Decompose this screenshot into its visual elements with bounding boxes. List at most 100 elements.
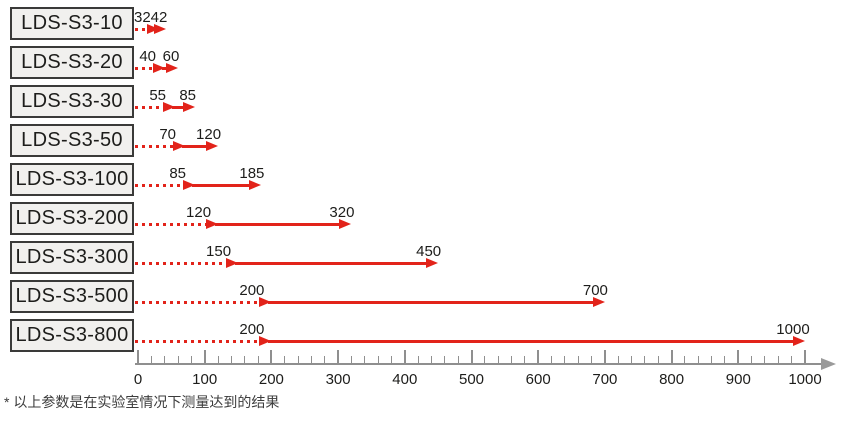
axis-tick-minor	[564, 356, 566, 365]
axis-right-arrowhead-icon	[821, 358, 836, 370]
dotted-leader-segment	[135, 222, 209, 226]
dotted-leader-segment	[135, 183, 185, 187]
dotted-leader-segment	[135, 261, 229, 265]
range-start-arrowhead	[172, 140, 185, 151]
range-end-value: 42	[150, 9, 168, 26]
range-start-value: 32	[133, 9, 151, 26]
range-end-value: 120	[196, 126, 222, 143]
axis-tick-minor	[711, 356, 713, 365]
axis-tick-minor	[657, 356, 659, 365]
range-start-value: 200	[239, 321, 265, 338]
axis-tick-minor	[511, 356, 513, 365]
axis-tick-label: 700	[592, 371, 618, 388]
axis-tick-label: 200	[258, 371, 284, 388]
range-end-value: 60	[162, 48, 180, 65]
axis-tick-minor	[350, 356, 352, 365]
range-end-value: 450	[416, 243, 442, 260]
axis-tick-major	[537, 350, 540, 365]
range-end-arrowhead	[793, 335, 805, 346]
range-start-arrowhead	[259, 296, 272, 307]
range-start-value: 150	[206, 243, 232, 260]
axis-tick-label: 0	[133, 371, 143, 388]
solid-range-segment	[181, 144, 210, 148]
axis-tick-major	[470, 350, 473, 365]
dotted-leader-segment	[135, 66, 155, 70]
range-start-value: 70	[159, 126, 177, 143]
range-start-value: 55	[149, 87, 167, 104]
axis-tick-minor	[617, 356, 619, 365]
axis-tick-major	[804, 350, 806, 365]
axis-tick-minor	[724, 356, 726, 365]
axis-tick-minor	[551, 356, 553, 365]
axis-tick-minor	[230, 356, 232, 365]
axis-tick-label: 400	[392, 371, 418, 388]
axis-tick-minor	[697, 356, 699, 365]
axis-tick-minor	[390, 356, 392, 365]
dotted-leader-segment	[135, 27, 150, 31]
model-label-box: LDS-S3-100	[10, 163, 134, 196]
axis-tick-label: 500	[458, 371, 485, 388]
dotted-leader-segment	[135, 105, 165, 109]
axis-tick-minor	[577, 356, 579, 365]
axis-tick-minor	[591, 356, 593, 365]
model-label-box: LDS-S3-10	[10, 7, 134, 40]
axis-tick-label: 300	[325, 371, 351, 388]
axis-tick-label: 600	[525, 371, 551, 388]
axis-tick-label: 100	[192, 371, 218, 388]
axis-tick-minor	[497, 356, 499, 365]
axis-tick-label: 900	[725, 371, 751, 388]
range-start-arrowhead	[259, 335, 272, 346]
range-end-arrowhead	[154, 23, 166, 34]
axis-tick-minor	[430, 356, 432, 365]
axis-tick-minor	[310, 356, 312, 365]
dotted-leader-segment	[135, 144, 175, 148]
model-label-box: LDS-S3-800	[10, 319, 134, 352]
model-label-box: LDS-S3-300	[10, 241, 134, 274]
axis-tick-minor	[364, 356, 366, 365]
axis-tick-minor	[257, 356, 259, 365]
range-end-arrowhead	[206, 140, 219, 151]
range-end-arrowhead	[166, 62, 179, 73]
axis-tick-minor	[751, 356, 753, 365]
range-start-value: 85	[169, 165, 187, 182]
range-start-arrowhead	[147, 23, 160, 34]
range-start-arrowhead	[206, 218, 219, 229]
axis-tick-label: 800	[659, 371, 685, 388]
range-start-arrowhead	[226, 257, 239, 268]
dotted-leader-segment	[135, 339, 262, 343]
range-start-arrowhead	[182, 179, 195, 190]
range-end-arrowhead	[426, 257, 439, 268]
axis-tick-major	[137, 350, 139, 365]
axis-tick-minor	[631, 356, 633, 365]
dotted-leader-segment	[135, 300, 262, 304]
axis-tick-minor	[457, 356, 459, 365]
axis-tick-minor	[297, 356, 299, 365]
solid-range-segment	[215, 222, 343, 226]
model-label-box: LDS-S3-500	[10, 280, 134, 313]
axis-tick-major	[603, 350, 606, 365]
axis-tick-minor	[164, 356, 166, 365]
axis-tick-minor	[177, 356, 179, 365]
model-label-box: LDS-S3-30	[10, 85, 134, 118]
range-end-arrowhead	[339, 218, 352, 229]
axis-tick-label: 1000	[788, 371, 822, 388]
axis-tick-minor	[150, 356, 152, 365]
solid-range-segment	[191, 183, 253, 187]
axis-tick-minor	[524, 356, 526, 365]
axis-tick-minor	[190, 356, 192, 365]
axis-tick-minor	[284, 356, 286, 365]
range-end-value: 1000	[776, 321, 810, 338]
axis-tick-minor	[244, 356, 246, 365]
range-start-value: 40	[139, 48, 157, 65]
range-start-value: 120	[186, 204, 212, 221]
axis-tick-major	[203, 350, 206, 365]
footnote: * 以上参数是在实验室情况下测量达到的结果	[4, 394, 280, 410]
axis-tick-minor	[377, 356, 379, 365]
axis-tick-minor	[417, 356, 419, 365]
range-start-value: 200	[239, 282, 265, 299]
model-label-box: LDS-S3-200	[10, 202, 134, 235]
range-start-arrowhead	[152, 62, 165, 73]
model-label-box: LDS-S3-50	[10, 124, 134, 157]
range-start-arrowhead	[162, 101, 175, 112]
